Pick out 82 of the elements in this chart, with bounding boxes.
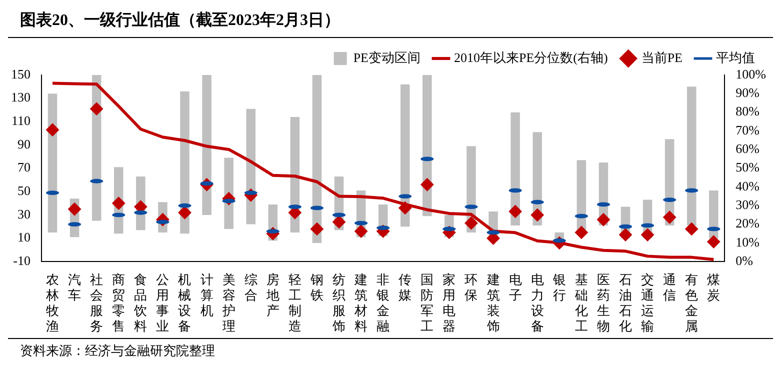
- legend-label: 平均值: [716, 50, 755, 65]
- bar: [686, 86, 696, 226]
- x-tick-label: 机械设备: [178, 272, 192, 334]
- x-tick-label: 医药生物: [596, 272, 610, 334]
- x-tick-label: 美容护理: [221, 272, 236, 334]
- y-tick-label: 50: [18, 183, 30, 198]
- x-tick-label: 汽车: [68, 272, 82, 302]
- y2-tick-label: 50%: [736, 160, 760, 175]
- x-tick-label: 电子: [508, 272, 522, 302]
- y-tick-label: 90: [18, 136, 30, 152]
- x-tick-label: 轻工制造: [288, 272, 302, 334]
- y2-tick-label: 30%: [736, 197, 760, 212]
- point: [530, 208, 544, 222]
- bar: [709, 190, 718, 238]
- bar: [400, 84, 410, 227]
- point: [707, 235, 720, 248]
- point: [464, 216, 478, 230]
- y2-tick-label: 80%: [736, 104, 760, 119]
- y2-tick-label: 10%: [736, 234, 760, 250]
- point: [46, 123, 60, 136]
- x-tick-label: 纺织服饰: [332, 272, 346, 334]
- y-tick-label: 30: [18, 206, 30, 222]
- x-tick-label: 电力设备: [530, 272, 544, 334]
- point: [685, 222, 698, 236]
- point: [354, 224, 368, 238]
- x-tick-label: 非银金融: [376, 272, 390, 334]
- y-tick-label: -10: [13, 253, 30, 268]
- x-tick-label: 商贸零售: [112, 272, 126, 334]
- legend-label: 2010年以来PE分位数(右轴): [454, 50, 608, 65]
- point: [112, 196, 126, 210]
- point: [310, 222, 324, 236]
- bar: [510, 112, 520, 226]
- x-tick-label: 房地产: [265, 272, 280, 318]
- y2-tick-label: 60%: [736, 141, 760, 156]
- y2-tick-label: 70%: [736, 122, 760, 138]
- y-tick-label: 150: [11, 66, 30, 82]
- point: [68, 202, 82, 216]
- y2-tick-label: 0%: [736, 253, 754, 268]
- point: [332, 215, 346, 228]
- y2-tick-label: 90%: [736, 85, 760, 100]
- x-tick-label: 基础化工: [574, 272, 588, 334]
- y-tick-label: 110: [11, 113, 30, 128]
- x-tick-label: 建筑装饰: [486, 272, 500, 334]
- y2-tick-label: 40%: [736, 178, 760, 194]
- point: [420, 178, 434, 192]
- x-tick-label: 食品饮料: [133, 272, 148, 334]
- point: [508, 204, 522, 218]
- x-tick-label: 计算机: [200, 272, 214, 318]
- point: [90, 102, 104, 116]
- x-tick-label: 社会服务: [90, 272, 104, 334]
- x-tick-label: 有色金属: [685, 272, 698, 334]
- x-tick-label: 钢铁: [309, 272, 324, 302]
- y-tick-label: 70: [18, 160, 30, 175]
- chart-title: 图表20、一级行业估值（截至2023年2月3日）: [8, 8, 773, 38]
- x-tick-label: 农林牧渔: [45, 272, 60, 334]
- point: [663, 210, 676, 224]
- point: [574, 226, 588, 239]
- x-tick-label: 公用事业: [156, 272, 170, 334]
- point: [641, 228, 654, 242]
- x-tick-label: 煤炭: [707, 272, 720, 302]
- y-tick-label: 130: [11, 90, 30, 105]
- x-tick-label: 石油石化: [619, 272, 632, 334]
- point: [596, 213, 610, 226]
- bar: [202, 75, 212, 215]
- x-tick-label: 家用电器: [442, 272, 456, 334]
- point: [619, 228, 632, 242]
- point: [398, 201, 412, 214]
- x-tick-label: 交通运输: [641, 272, 654, 334]
- legend-label: 当前PE: [641, 50, 683, 65]
- legend-label: PE变动区间: [353, 50, 420, 65]
- x-tick-label: 环保: [464, 272, 478, 302]
- y2-tick-label: 20%: [736, 216, 760, 231]
- point: [178, 206, 192, 220]
- y-tick-label: 10: [18, 230, 30, 245]
- x-tick-label: 建筑材料: [354, 272, 368, 334]
- y2-tick-label: 100%: [736, 66, 766, 82]
- x-tick-label: 综合: [244, 272, 258, 302]
- x-tick-label: 国防军工: [420, 272, 434, 334]
- x-tick-label: 传媒: [398, 272, 412, 302]
- text: 资料来源：经济与金融研究院整理: [20, 342, 216, 360]
- x-tick-label: 通信: [663, 272, 676, 302]
- x-tick-label: 银行: [552, 272, 566, 302]
